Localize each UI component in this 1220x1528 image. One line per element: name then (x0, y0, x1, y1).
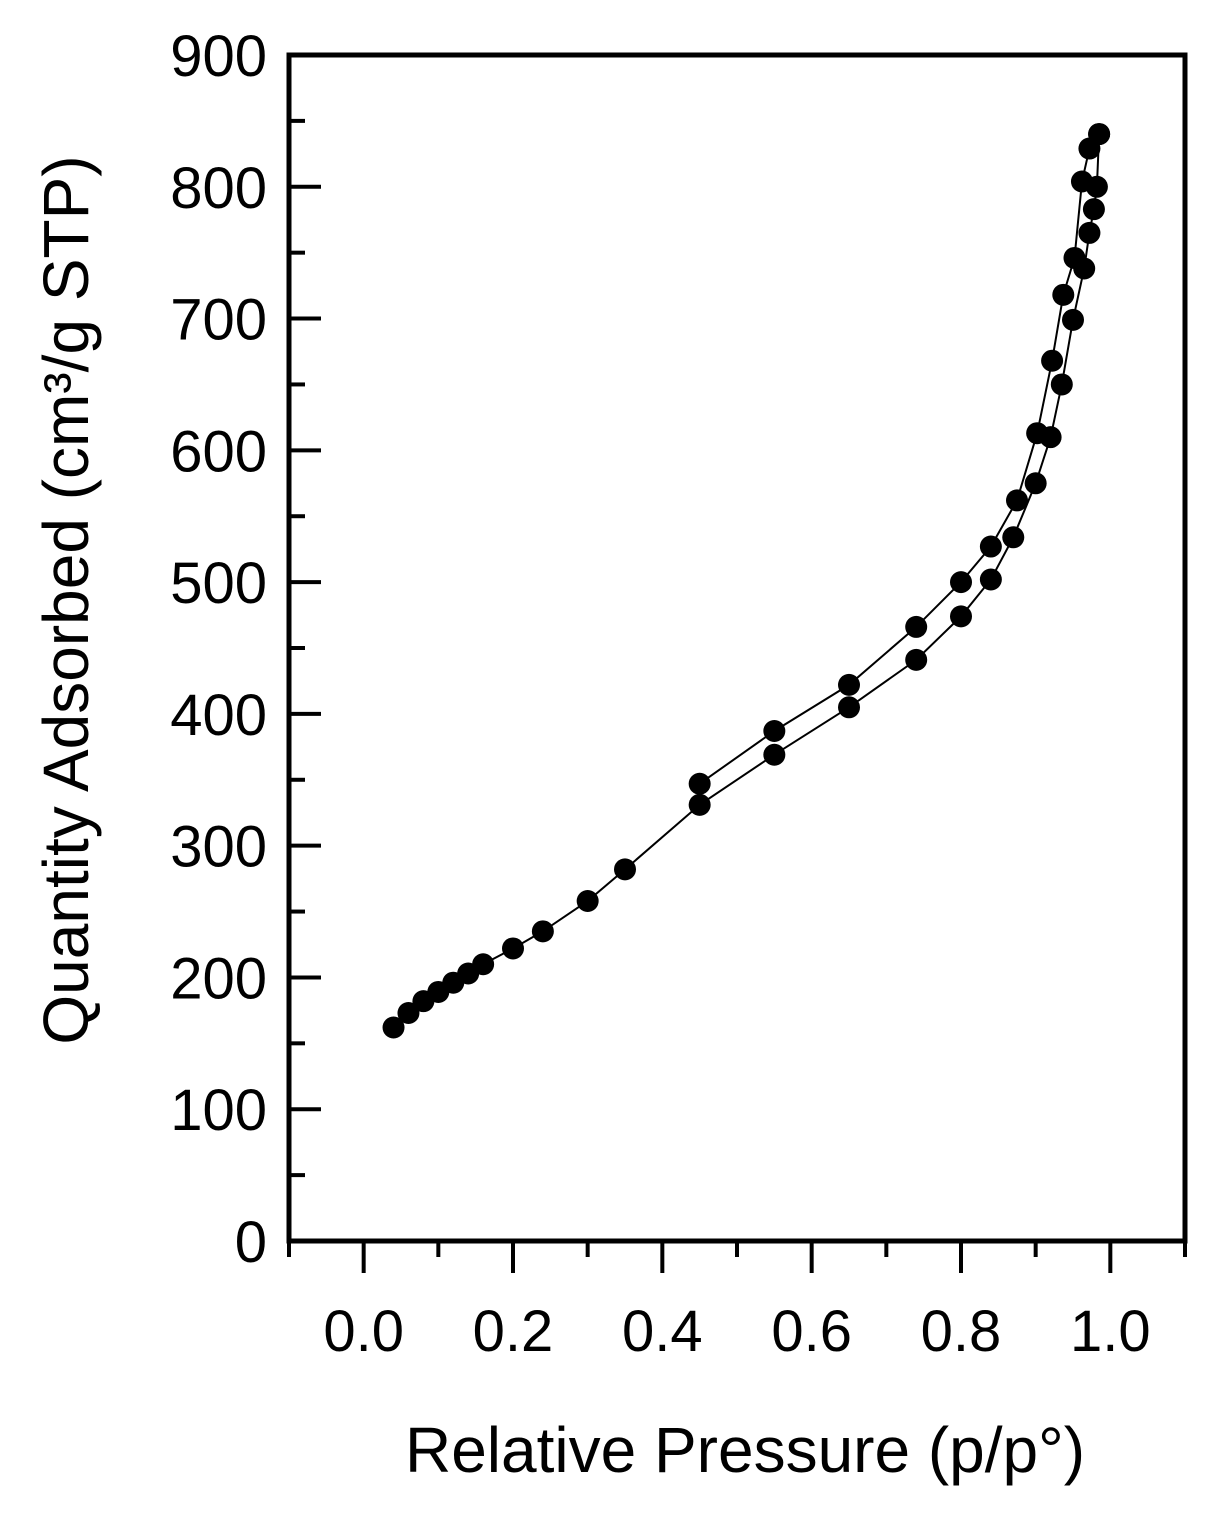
data-point (905, 615, 928, 638)
data-point (576, 890, 599, 913)
data-point (1052, 283, 1075, 306)
data-point (763, 743, 786, 766)
data-point (1062, 308, 1084, 331)
x-tick-label: 0.6 (771, 1299, 852, 1364)
data-point (950, 605, 972, 628)
y-tick-label: 300 (170, 815, 267, 880)
data-point (838, 696, 860, 719)
y-tick-label: 200 (170, 946, 267, 1011)
data-points (382, 123, 1111, 1039)
plot-frame (286, 52, 1188, 1244)
y-tick-label: 700 (170, 288, 267, 353)
data-point (905, 648, 928, 671)
y-tick-label: 400 (170, 683, 267, 748)
x-axis-title: Relative Pressure (p/p°) (405, 1414, 1085, 1486)
data-point (1050, 373, 1073, 396)
x-tick-label: 0.4 (622, 1299, 703, 1364)
data-point (531, 920, 554, 943)
y-tick-label: 900 (170, 24, 267, 89)
x-tick-label: 0.8 (921, 1299, 1002, 1364)
y-tick-label: 500 (170, 551, 267, 616)
data-point (1063, 246, 1086, 269)
data-point (950, 571, 972, 594)
y-tick-label: 100 (170, 1078, 267, 1143)
y-axis-title: Quantity Adsorbed (cm³/g STP) (30, 155, 102, 1044)
data-point (838, 673, 860, 696)
data-point (763, 720, 786, 743)
y-tick-label: 600 (170, 419, 267, 484)
axis-tick-labels: 0 100 200 300 400 500 600 700 800 900 0.0 0.2 0.4 0.6… (170, 24, 1150, 1364)
data-point (502, 937, 524, 960)
data-point (1078, 137, 1101, 160)
data-point (1006, 489, 1028, 512)
data-point (688, 772, 711, 795)
y-tick-label: 0 (235, 1210, 267, 1275)
x-tick-label: 1.0 (1070, 1299, 1151, 1364)
series-line-2 (699, 133, 1100, 785)
x-tick-label: 0.2 (473, 1299, 554, 1364)
x-tick-label: 0.0 (323, 1299, 404, 1364)
data-point (472, 953, 495, 976)
data-point (979, 535, 1002, 558)
data-point (1078, 221, 1101, 244)
data-point (1002, 526, 1025, 549)
data-point (979, 568, 1002, 591)
data-point (1024, 472, 1047, 495)
data-point (688, 793, 711, 816)
axis-ticks (287, 53, 1187, 1273)
data-point (397, 1002, 420, 1025)
data-point (382, 1016, 405, 1039)
data-point (1082, 198, 1105, 221)
data-point (1026, 422, 1049, 445)
data-point (614, 858, 636, 881)
data-point (1070, 170, 1093, 193)
data-point (1041, 349, 1064, 372)
y-tick-label: 800 (170, 156, 267, 221)
